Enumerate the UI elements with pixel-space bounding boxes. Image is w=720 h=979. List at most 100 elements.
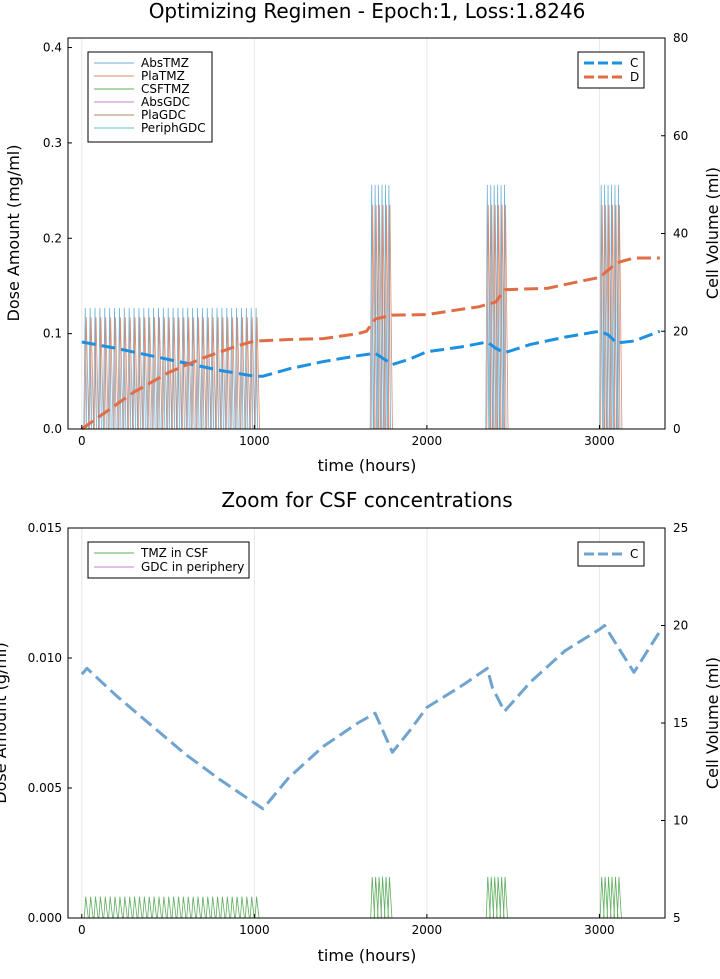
- csf-tmz-spike: [370, 876, 376, 919]
- platmz-spike: [94, 317, 99, 430]
- csf-tmz-spike: [235, 896, 240, 919]
- y-tick-label: 0.0: [43, 422, 62, 436]
- platmz-spike: [89, 317, 95, 430]
- legend-label-abstmz: AbsTMZ: [141, 56, 189, 70]
- abstmz-spike: [171, 307, 176, 430]
- y-tick-label: 0.015: [28, 521, 62, 535]
- csf-tmz-spike: [166, 896, 172, 919]
- csf-tmz-spike: [122, 896, 128, 919]
- csf-tmz-spike: [157, 896, 162, 919]
- chart-bottom: Zoom for CSF concentrations 0 1000 2000 300…: [0, 488, 720, 965]
- platmz-spike: [172, 317, 178, 430]
- platmz-spike: [108, 317, 114, 430]
- abstmz-spike: [117, 307, 122, 430]
- legend-label-tmz-csf: TMZ in CSF: [140, 546, 208, 560]
- platmz-spike: [181, 317, 187, 430]
- platmz-spike: [191, 317, 197, 430]
- platmz-spike: [230, 317, 236, 430]
- csf-tmz-spike: [147, 896, 153, 919]
- csf-tmz-spike: [249, 896, 255, 919]
- legend-label-plagdc: PlaGDC: [141, 108, 186, 122]
- platmz-spike: [113, 317, 119, 430]
- csf-tmz-spike: [240, 896, 245, 919]
- csf-tmz-spike: [181, 896, 187, 919]
- abstmz-spike: [180, 307, 185, 430]
- csf-tmz-spike: [503, 876, 508, 919]
- csf-tmz-spike: [103, 896, 109, 919]
- legend-box: [577, 51, 645, 89]
- csf-tmz-spike: [244, 896, 250, 919]
- chart-bottom-plot-frame: [67, 527, 666, 919]
- platmz-spike: [84, 317, 90, 430]
- legend-label-platmz: PlaTMZ: [141, 69, 185, 83]
- series-line-c: [81, 329, 661, 378]
- chart-top-dose-series: [83, 184, 623, 430]
- csf-tmz-spike: [254, 896, 260, 919]
- x-tick-label: 1000: [239, 923, 270, 937]
- abstmz-spike: [376, 184, 381, 430]
- chart-top-ylabel: Dose Amount (mg/ml): [4, 145, 23, 322]
- y-right-tick-label: 40: [673, 227, 688, 241]
- abstmz-spike: [185, 307, 190, 430]
- csf-tmz-spike: [215, 896, 221, 919]
- legend-label-d: D: [630, 70, 639, 84]
- abstmz-spike: [244, 307, 249, 430]
- chart-bottom-grid: [81, 528, 600, 918]
- chart-bottom-ticks: 0 1000 2000 3000 0.000 0.005 0.010 0.015 5 10 15 20…: [28, 521, 689, 937]
- abstmz-spike: [127, 307, 132, 430]
- csf-tmz-spike: [161, 896, 167, 919]
- csf-tmz-spike: [489, 876, 495, 919]
- csf-tmz-spike: [88, 896, 94, 919]
- csf-tmz-spike: [113, 896, 118, 919]
- csf-tmz-spike: [171, 896, 177, 919]
- abstmz-spike: [249, 307, 254, 430]
- platmz-spike: [142, 317, 148, 430]
- y-right-tick-label: 5: [673, 911, 681, 925]
- platmz-spike: [235, 317, 241, 430]
- platmz-spike: [617, 204, 623, 430]
- abstmz-spike: [102, 307, 107, 430]
- csf-tmz-spike: [196, 896, 201, 919]
- x-tick-label: 0: [78, 923, 86, 937]
- y-tick-label: 0.2: [43, 231, 62, 245]
- series-line-c: [80, 624, 662, 811]
- y-right-tick-label: 0: [673, 422, 681, 436]
- csf-tmz-spike: [603, 876, 609, 919]
- abstmz-spike: [380, 184, 384, 430]
- chart-bottom-volume-series: [80, 624, 662, 811]
- csf-tmz-spike: [83, 896, 89, 919]
- platmz-spike: [152, 317, 158, 430]
- platmz-spike: [255, 317, 260, 430]
- abstmz-spike: [195, 307, 200, 430]
- csf-tmz-spike: [387, 876, 393, 919]
- legend-label-c: C: [630, 56, 638, 70]
- csf-tmz-spike: [200, 896, 206, 919]
- platmz-spike: [162, 317, 168, 430]
- platmz-spike: [103, 317, 109, 430]
- abstmz-spike: [369, 184, 374, 430]
- abstmz-spike: [83, 307, 88, 430]
- csf-tmz-spike: [225, 896, 231, 919]
- platmz-spike: [245, 317, 251, 430]
- x-tick-label: 3000: [584, 923, 615, 937]
- platmz-spike: [157, 317, 163, 430]
- legend-label-absgdc: AbsGDC: [141, 95, 190, 109]
- legend-box: [87, 51, 213, 143]
- y-tick-label: 0.010: [28, 651, 62, 665]
- chart-bottom-dose-series: [83, 876, 622, 919]
- csf-tmz-spike: [176, 896, 182, 919]
- platmz-spike: [503, 204, 509, 430]
- y-tick-label: 0.3: [43, 136, 62, 150]
- abstmz-spike: [485, 184, 490, 430]
- abstmz-spike: [499, 184, 503, 430]
- abstmz-spike: [151, 307, 156, 430]
- platmz-spike: [123, 317, 129, 430]
- abstmz-spike: [176, 307, 180, 430]
- x-tick-label: 3000: [584, 434, 615, 448]
- csf-tmz-spike: [380, 876, 386, 919]
- abstmz-spike: [606, 184, 610, 430]
- abstmz-spike: [156, 307, 161, 430]
- abstmz-spike: [205, 307, 210, 430]
- csf-tmz-spike: [230, 896, 236, 919]
